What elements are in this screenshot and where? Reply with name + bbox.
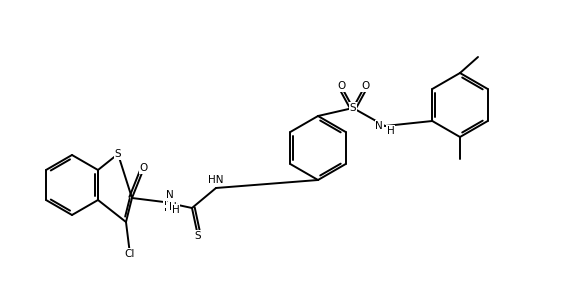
Text: O: O — [140, 163, 148, 173]
Text: H: H — [387, 126, 395, 136]
Text: N: N — [164, 197, 172, 207]
Text: O: O — [361, 81, 369, 91]
Text: N: N — [166, 190, 174, 200]
Text: Cl: Cl — [125, 249, 135, 259]
Text: S: S — [115, 149, 121, 159]
Text: N
H: N H — [164, 191, 172, 213]
Text: H: H — [172, 205, 180, 215]
Text: N: N — [375, 121, 383, 131]
Text: O: O — [337, 81, 345, 91]
Text: H: H — [169, 202, 176, 212]
Text: HN: HN — [209, 175, 224, 185]
Text: S: S — [194, 231, 201, 241]
Text: S: S — [350, 103, 356, 113]
